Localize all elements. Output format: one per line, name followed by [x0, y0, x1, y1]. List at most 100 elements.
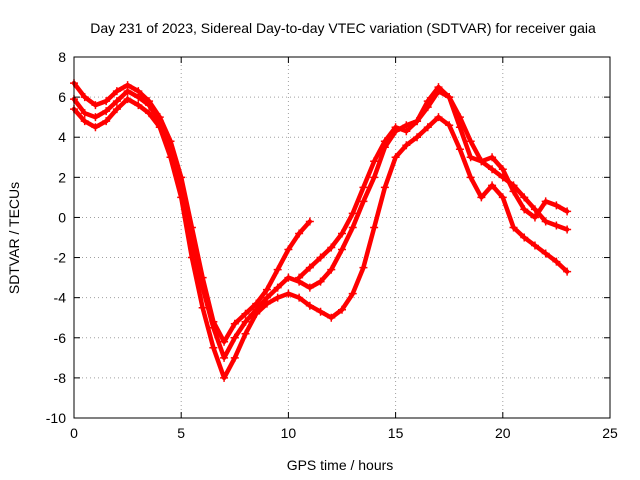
data-point	[198, 303, 207, 312]
data-point	[91, 123, 100, 132]
data-point	[252, 309, 261, 318]
data-point	[541, 217, 550, 226]
data-point	[509, 223, 518, 232]
data-point	[220, 353, 229, 362]
plot-frame	[73, 56, 611, 419]
data-point	[209, 343, 218, 352]
y-tick-label: -4	[54, 290, 67, 306]
data-point	[305, 263, 314, 272]
data-point	[477, 193, 486, 202]
data-point	[123, 87, 132, 96]
data-point	[359, 263, 368, 272]
y-tick-label: -10	[46, 410, 66, 426]
data-point	[91, 101, 100, 110]
data-point	[391, 153, 400, 162]
data-point	[112, 97, 121, 106]
data-point	[295, 229, 304, 238]
data-point	[262, 285, 271, 294]
data-point	[359, 183, 368, 192]
data-point	[262, 299, 271, 308]
data-point	[305, 283, 314, 292]
series-line	[296, 84, 570, 280]
data-point	[434, 113, 443, 122]
data-point	[520, 233, 529, 242]
data-point	[541, 249, 550, 258]
data-point	[423, 97, 432, 106]
data-point	[423, 123, 432, 132]
data-point	[498, 193, 507, 202]
data-point	[220, 337, 229, 346]
data-point	[338, 305, 346, 314]
data-point	[284, 273, 293, 282]
data-point	[477, 157, 486, 166]
data-point	[209, 323, 218, 332]
data-point	[295, 273, 304, 282]
data-point	[552, 257, 561, 266]
x-axis-label: GPS time / hours	[287, 457, 394, 473]
data-point	[273, 265, 282, 274]
data-point	[102, 107, 111, 116]
series-track-4	[295, 83, 572, 282]
data-point	[348, 223, 357, 232]
data-point	[80, 93, 89, 102]
data-point	[241, 317, 250, 326]
data-point	[316, 253, 325, 262]
data-point	[155, 123, 164, 132]
series-track-3	[70, 95, 572, 382]
data-point	[91, 113, 100, 122]
data-point	[305, 301, 314, 310]
grid	[74, 57, 610, 418]
data-point	[391, 123, 400, 132]
x-tick-label: 10	[281, 425, 297, 441]
data-point	[134, 93, 143, 102]
data-point	[563, 225, 572, 234]
data-point	[284, 289, 293, 298]
data-point	[327, 243, 336, 252]
data-point	[273, 293, 282, 302]
x-tick-label: 25	[602, 425, 618, 441]
data-point	[316, 277, 325, 286]
data-point	[530, 241, 539, 250]
data-point	[145, 101, 154, 110]
data-point	[80, 109, 89, 118]
x-tick-label: 0	[70, 425, 78, 441]
data-point	[445, 121, 454, 130]
data-point	[445, 93, 454, 102]
x-tick-label: 15	[388, 425, 404, 441]
data-point	[348, 209, 357, 218]
y-tick-label: -8	[54, 370, 67, 386]
series-layer	[70, 79, 572, 382]
data-point	[112, 87, 121, 96]
data-point	[520, 193, 529, 202]
data-point	[370, 223, 379, 232]
data-point	[530, 213, 539, 222]
data-point	[370, 173, 379, 182]
x-tick-label: 5	[177, 425, 185, 441]
data-point	[434, 83, 443, 92]
y-tick-label: 6	[58, 89, 66, 105]
data-point	[488, 153, 497, 162]
data-point	[338, 229, 346, 238]
y-tick-label: -6	[54, 330, 67, 346]
data-point	[380, 137, 389, 146]
data-point	[413, 133, 422, 142]
data-point	[466, 173, 475, 182]
data-point	[402, 141, 411, 150]
data-point	[563, 207, 572, 216]
data-point	[327, 313, 336, 322]
y-tick-label: 0	[58, 209, 66, 225]
data-point	[359, 197, 368, 206]
y-tick-label: -2	[54, 250, 67, 266]
y-tick-label: 4	[58, 129, 66, 145]
axis-ticks	[73, 56, 611, 419]
data-point	[466, 153, 475, 162]
data-point	[338, 245, 346, 254]
data-point	[220, 373, 229, 382]
chart-title: Day 231 of 2023, Sidereal Day-to-day VTE…	[90, 20, 596, 36]
tick-labels: 0 5 10 15 20 25 -10 -8 -6 -4 -2 0 2 4 6 8	[46, 49, 618, 441]
data-point	[102, 97, 111, 106]
data-point	[284, 245, 293, 254]
data-point	[134, 101, 143, 110]
data-point	[380, 183, 389, 192]
